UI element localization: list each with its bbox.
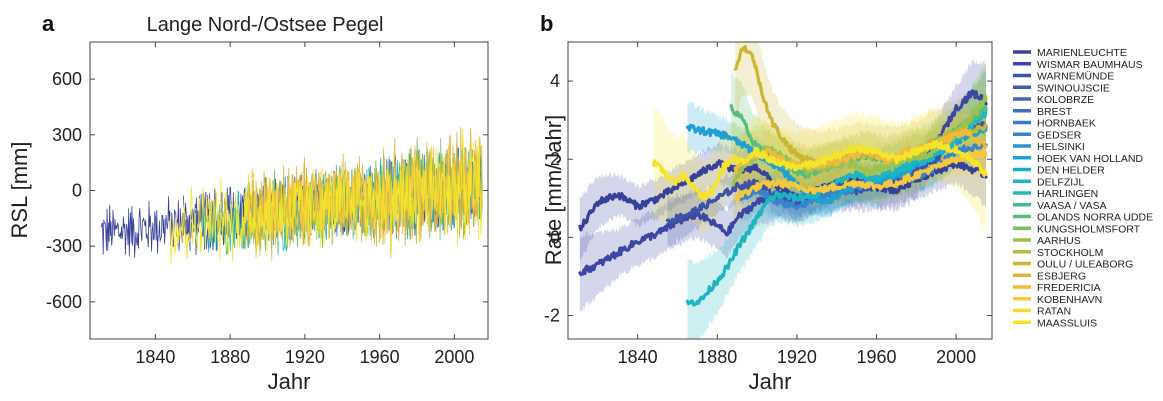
panel-b-y-axis-label: Rate [mm/Jahr]: [541, 115, 566, 265]
panel-a-y-axis-label: RSL [mm]: [7, 142, 32, 239]
panel-b-x-axis-label: Jahr: [749, 369, 792, 394]
panel-a-y-ticks: -600 -300 0 300 600: [46, 69, 488, 312]
legend-item-wismar-baumhaus: WISMAR BAUMHAUS: [1013, 59, 1143, 71]
panel-b-x-tick-label: 2000: [936, 347, 976, 367]
legend-label: KUNGSHOLMSFORT: [1037, 223, 1141, 235]
panel-a-plot-area: [100, 126, 483, 264]
panel-a-y-tick-label: 300: [52, 125, 82, 145]
legend-label: OLANDS NORRA UDDE: [1037, 212, 1153, 224]
legend-item-oulu-uleaborg: OULU / ULEABORG: [1013, 259, 1133, 271]
panel-a-x-tick-label: 2000: [434, 347, 474, 367]
legend-item-hornbaek: HORNBAEK: [1013, 118, 1096, 130]
legend-label: DEN HELDER: [1037, 165, 1105, 177]
panel-a-x-tick-label: 1920: [285, 347, 325, 367]
legend-label: RATAN: [1037, 306, 1071, 318]
legend-label: WISMAR BAUMHAUS: [1037, 59, 1143, 71]
panel-b: b 1840 1880 1920 1960 2000 -2 0 2 4 Jahr Rate […: [540, 11, 993, 394]
panel-b-x-ticks: 1840 1880 1920 1960 2000: [618, 42, 976, 367]
panel-b-y-tick-label: 0: [550, 227, 560, 247]
legend-label: SWINOUJSCIE: [1037, 82, 1110, 94]
legend-label: GEDSER: [1037, 129, 1082, 141]
legend-label: MARIENLEUCHTE: [1037, 47, 1127, 59]
panel-a-x-ticks: 1840 1880 1920 1960 2000: [135, 42, 474, 367]
legend-item-kolobrze: KOLOBRZE: [1013, 94, 1094, 106]
legend-item-vaasa-vasa: VAASA / VASA: [1013, 200, 1107, 212]
legend-label: HELSINKI: [1037, 141, 1085, 153]
legend-item-hoek-van-holland: HOEK VAN HOLLAND: [1013, 153, 1143, 165]
panel-b-plot-area: [578, 42, 988, 339]
legend-label: HOEK VAN HOLLAND: [1037, 153, 1143, 165]
legend-label: KOLOBRZE: [1037, 94, 1094, 106]
panel-b-axes-frame: [567, 41, 993, 340]
legend-item-maassluis: MAASSLUIS: [1013, 317, 1097, 329]
legend-item-warnemunde: WARNEMÜNDE: [1013, 71, 1114, 83]
legend-item-esbjerg: ESBJERG: [1013, 270, 1086, 282]
panel-a-letter: a: [42, 11, 55, 36]
panel-b-x-tick-label: 1920: [777, 347, 817, 367]
legend-label: AARHUS: [1037, 235, 1081, 247]
rate-line-kobenhavn: [733, 148, 988, 202]
rate-line-delfzijl: [685, 107, 988, 307]
legend-item-ratan: RATAN: [1013, 306, 1071, 318]
panel-a-title: Lange Nord-/Ostsee Pegel: [147, 14, 384, 36]
legend-item-fredericia: FREDERICIA: [1013, 282, 1101, 294]
panel-b-y-tick-label: 2: [550, 149, 560, 169]
panel-a: a Lange Nord-/Ostsee Pegel 1840 1880 1920 1…: [7, 11, 489, 394]
legend-item-kungsholmsfort: KUNGSHOLMSFORT: [1013, 223, 1141, 235]
legend-label: BREST: [1037, 106, 1073, 118]
panel-a-y-tick-label: 600: [52, 69, 82, 89]
legend-item-stockholm: STOCKHOLM: [1013, 247, 1103, 259]
panel-b-y-tick-label: -2: [544, 306, 560, 326]
panel-a-x-tick-label: 1840: [135, 347, 175, 367]
panel-a-x-tick-label: 1960: [360, 347, 400, 367]
rate-line-marienleuchte: [578, 159, 988, 232]
panel-b-x-tick-label: 1840: [618, 347, 658, 367]
legend-item-harlingen: HARLINGEN: [1013, 188, 1098, 200]
legend-item-gedser: GEDSER: [1013, 129, 1082, 141]
legend-item-brest: BREST: [1013, 106, 1073, 118]
legend-label: VAASA / VASA: [1037, 200, 1107, 212]
panel-b-letter: b: [540, 11, 553, 36]
legend-label: HORNBAEK: [1037, 118, 1096, 130]
panel-b-y-ticks: -2 0 2 4: [544, 71, 992, 326]
legend-label: HARLINGEN: [1037, 188, 1098, 200]
panel-b-y-tick-label: 4: [550, 71, 560, 91]
panel-b-x-tick-label: 1880: [697, 347, 737, 367]
panel-b-x-tick-label: 1960: [857, 347, 897, 367]
legend-item-delfzijl: DELFZIJL: [1013, 176, 1084, 188]
panel-a-y-tick-label: -600: [46, 292, 82, 312]
legend-label: MAASSLUIS: [1037, 317, 1097, 329]
rate-line-maassluis: [651, 139, 988, 201]
legend-label: FREDERICIA: [1037, 282, 1101, 294]
legend-item-olands-norra-udde: OLANDS NORRA UDDE: [1013, 212, 1153, 224]
legend-label: ESBJERG: [1037, 270, 1086, 282]
legend-label: DELFZIJL: [1037, 176, 1084, 188]
panel-a-y-tick-label: -300: [46, 236, 82, 256]
legend-item-den-helder: DEN HELDER: [1013, 165, 1105, 177]
rsl-series-maassluis: [169, 127, 483, 264]
legend-label: OULU / ULEABORG: [1037, 259, 1133, 271]
legend-label: KOBENHAVN: [1037, 294, 1102, 306]
legend-label: WARNEMÜNDE: [1037, 71, 1114, 83]
panel-a-x-axis-label: Jahr: [268, 369, 311, 394]
panel-a-x-tick-label: 1880: [210, 347, 250, 367]
legend-item-aarhus: AARHUS: [1013, 235, 1081, 247]
legend-item-kobenhavn: KOBENHAVN: [1013, 294, 1102, 306]
rate-band-delfzijl: [687, 65, 986, 339]
panel-a-y-tick-label: 0: [72, 181, 82, 201]
legend-label: STOCKHOLM: [1037, 247, 1103, 259]
legend-item-helsinki: HELSINKI: [1013, 141, 1085, 153]
rate-lines: [578, 44, 988, 307]
legend-item-marienleuchte: MARIENLEUCHTE: [1013, 47, 1127, 59]
legend-item-swinoujscie: SWINOUJSCIE: [1013, 82, 1110, 94]
